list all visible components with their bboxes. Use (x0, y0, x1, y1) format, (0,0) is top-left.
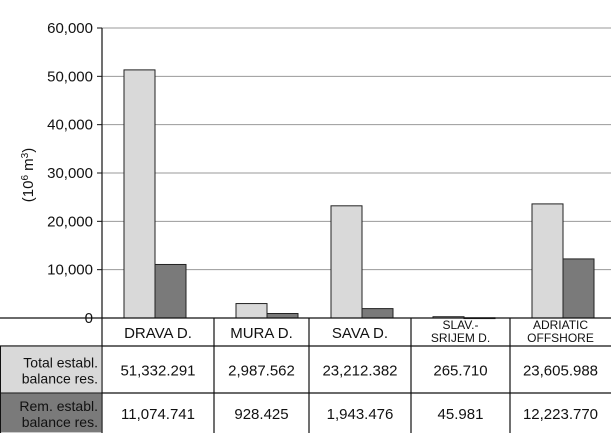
row-header-label: balance res. (22, 371, 98, 387)
table-cell-value: 23,212.382 (322, 363, 397, 380)
bar-series-1 (531, 203, 564, 319)
category-label: OFFSHORE (527, 331, 594, 345)
category-label: MURA D. (230, 325, 293, 342)
bar-series-2 (361, 308, 394, 319)
bar-series-1 (330, 205, 363, 319)
table-cell-value: 51,332.291 (120, 363, 195, 380)
row-header-label: Total establ. (23, 355, 98, 371)
bar-series-2 (154, 263, 187, 319)
table-cell-value: 23,605.988 (523, 363, 598, 380)
bar-series-1 (123, 69, 156, 319)
y-tick-label: 40,000 (47, 117, 93, 134)
bar-series-2 (266, 313, 299, 319)
table-cell-value: 265.710 (433, 363, 487, 380)
y-tick-label: 30,000 (47, 165, 93, 182)
table-cell-value: 2,987.562 (228, 363, 295, 380)
y-axis-label: (106 m3) (20, 148, 38, 202)
table-cell-value: 1,943.476 (327, 406, 394, 423)
row-header-label: balance res. (22, 414, 98, 430)
category-label: SAVA D. (332, 325, 388, 342)
bar-series-2 (562, 258, 595, 319)
row-header-swatch (1, 346, 102, 393)
y-tick-label: 10,000 (47, 262, 93, 279)
y-tick-label: 20,000 (47, 213, 93, 230)
table-cell-value: 928.425 (234, 406, 288, 423)
category-label: SLAV.- (442, 318, 478, 332)
category-label: DRAVA D. (124, 325, 192, 342)
table-cell-value: 11,074.741 (121, 406, 195, 423)
category-label: SRIJEM D. (431, 331, 490, 345)
bar-series-1 (235, 303, 268, 319)
table-cell-value: 12,223.770 (523, 406, 598, 423)
category-label: ADRIATIC (533, 318, 588, 332)
y-tick-label: 50,000 (47, 68, 93, 85)
table-cell-value: 45.981 (438, 406, 484, 423)
y-tick-label: 60,000 (47, 20, 93, 37)
row-header-swatch (1, 393, 102, 433)
row-header-label: Rem. establ. (19, 398, 98, 414)
